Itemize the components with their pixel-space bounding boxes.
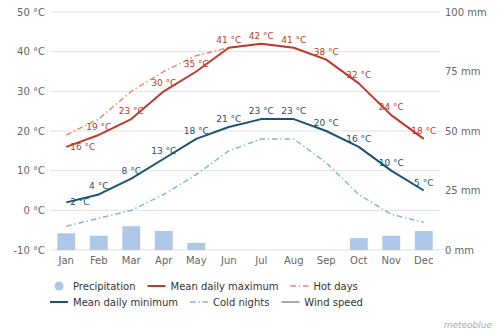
legend-item: Cold nights [190,297,269,308]
y-tick-label: 40 °C [17,46,45,57]
background [0,0,500,333]
x-tick-label: Oct [350,255,367,266]
precip-bar [252,250,270,251]
precip-bar [155,231,173,250]
legend-label: Mean daily maximum [171,281,279,292]
x-tick-label: Aug [284,255,304,266]
data-label: 23 °C [281,106,306,116]
x-tick-label: Apr [155,255,173,266]
y-tick-label: 10 °C [17,165,45,176]
data-label: 16 °C [70,142,95,152]
data-label: 24 °C [379,102,404,112]
x-tick-label: Jan [58,255,74,266]
legend-label: Precipitation [73,281,136,292]
plot-area [57,44,432,250]
precip-bar [415,231,433,250]
data-label: 23 °C [119,106,144,116]
legend-swatch [148,285,166,287]
precip-bar [350,238,368,250]
y-tick-label: 20 °C [17,126,45,137]
y-tick-label: 0 °C [23,205,45,216]
precip-bar [90,236,108,250]
legend-label: Cold nights [213,297,269,308]
legend-label: Wind speed [304,297,363,308]
precip-bar [220,250,238,251]
legend-swatch [55,282,64,291]
x-tick-label: Jul [254,255,267,266]
series-line [66,44,424,147]
legend-item: Mean daily minimum [50,297,178,308]
y2-tick-label: 50 mm [445,126,480,137]
data-label: 4 °C [89,181,108,191]
y2-tick-label: 25 mm [445,185,480,196]
primary-lines [66,44,424,203]
data-label: 35 °C [184,59,209,69]
precip-bar [317,250,335,251]
precip-bar [122,226,140,250]
x-tick-label: Nov [381,255,401,266]
data-label: 20 °C [314,118,339,128]
data-label: 41 °C [281,35,306,45]
y2-tick-label: 0 mm [445,245,474,256]
data-label: 21 °C [216,114,241,124]
data-label: 32 °C [346,70,371,80]
y-tick-label: -10 °C [14,245,46,256]
data-label: 16 °C [346,134,371,144]
data-label: 41 °C [216,35,241,45]
x-tick-label: Jun [220,255,237,266]
chart: -10 °C 0 °C 10 °C 20 °C 30 °C 40 °C 50 °C 0 mm 2… [0,0,500,333]
x-tick-label: May [186,255,207,266]
precip-bar [57,233,75,250]
watermark: meteoblue [444,320,493,330]
grid [50,12,440,250]
grid-line [50,91,440,92]
data-label: 19 °C [86,122,111,132]
grid-line [50,210,440,211]
y2-tick-label: 100 mm [445,7,487,18]
y2-tick-label: 75 mm [445,66,480,77]
data-label: 30 °C [151,78,176,88]
x-tick-label: Feb [90,255,108,266]
precip-bar [285,250,303,251]
series-line [66,119,424,202]
legend-label: Mean daily minimum [73,297,178,308]
y-tick-label: 30 °C [17,86,45,97]
grid-line [50,51,440,52]
grid-line [50,250,440,251]
bars [57,226,432,250]
y-tick-label: 50 °C [17,7,45,18]
data-label: 10 °C [379,158,404,168]
data-label: 2 °C [70,197,89,207]
legend-label: Hot days [313,281,357,292]
legend-swatch [290,285,308,286]
data-label: 23 °C [249,106,274,116]
data-label: 38 °C [314,47,339,57]
precip-bar [187,243,205,250]
data-label: 42 °C [249,31,274,41]
legend-item: Wind speed [281,297,363,308]
precip-bar [382,236,400,250]
grid-line [50,12,440,13]
data-label: 13 °C [151,146,176,156]
data-label: 18 °C [184,126,209,136]
legend-swatch [190,301,208,302]
series-line [66,139,424,226]
legend-item: Precipitation [55,281,136,292]
legend-item: Mean daily maximum [148,281,279,292]
legend-swatch [50,301,68,303]
x-tick-label: Mar [122,255,142,266]
data-label: 8 °C [122,166,141,176]
data-label: 18 °C [411,126,436,136]
x-tick-label: Sep [317,255,336,266]
secondary-lines [66,44,424,226]
legend-swatch [281,301,299,303]
data-labels: 16 °C 19 °C 23 °C 30 °C 35 °C 41 °C 42 °C 41 °C… [70,31,436,208]
legend: Precipitation Mean daily maximum Hot days M… [50,281,363,308]
x-tick-label: Dec [414,255,433,266]
data-label: 5 °C [414,178,433,188]
legend-item: Hot days [290,281,357,292]
grid-line [50,170,440,171]
